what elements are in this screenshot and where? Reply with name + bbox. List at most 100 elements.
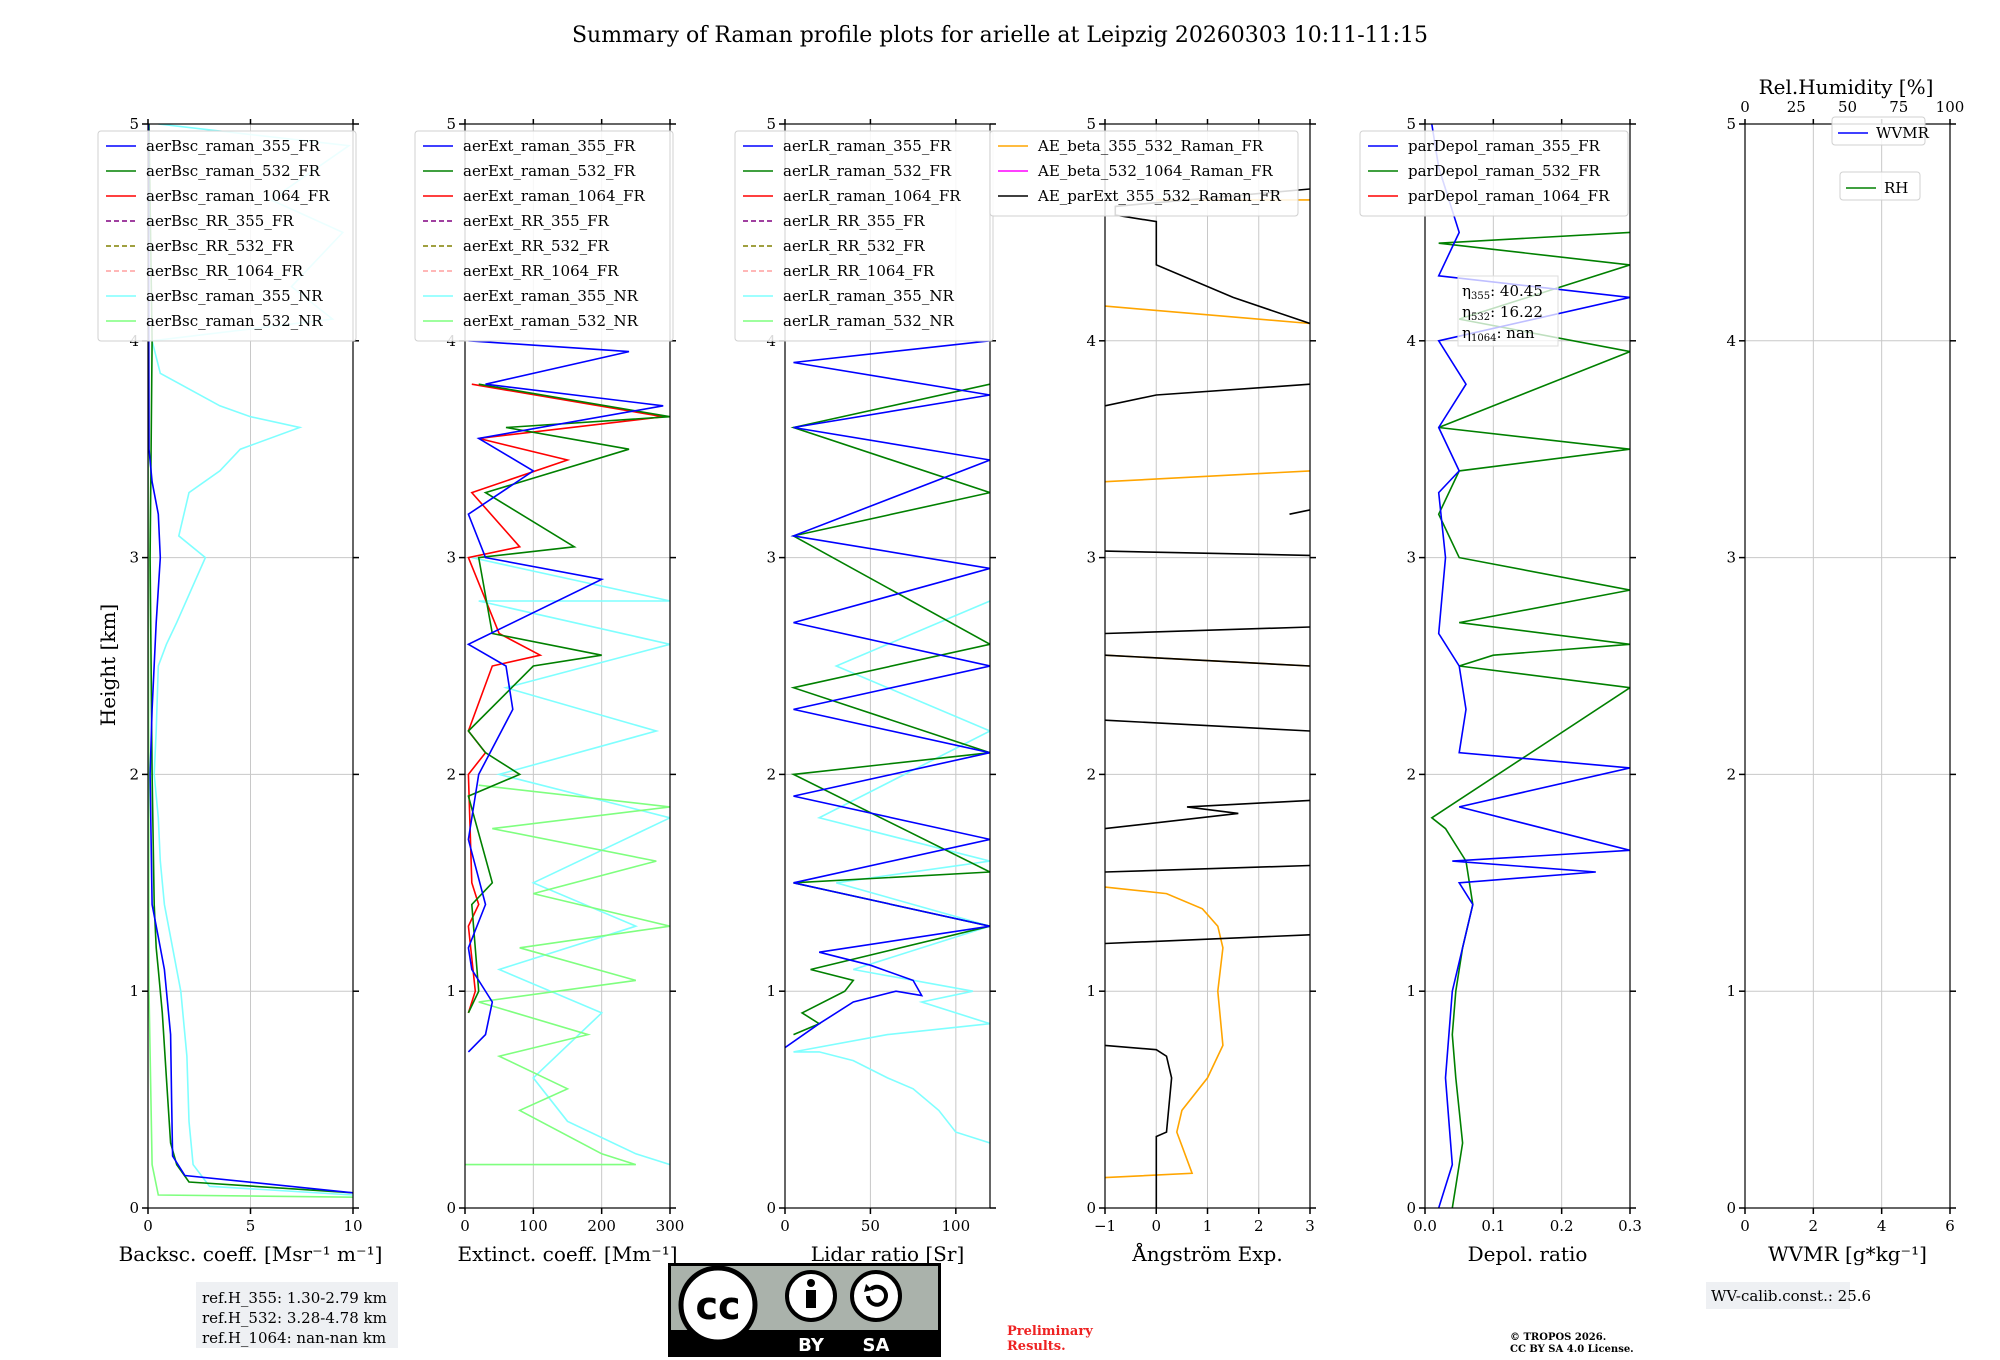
series-AE_parExt_355_532_Raman_FR_f bbox=[1105, 654, 1310, 667]
legend-label: parDepol_raman_532_FR bbox=[1408, 162, 1601, 180]
xtick-label: 10 bbox=[343, 1217, 362, 1235]
refh-1064: ref.H_1064: nan-nan km bbox=[202, 1329, 386, 1347]
refh-355: ref.H_355: 1.30-2.79 km bbox=[202, 1289, 387, 1307]
legend-label: AE_beta_355_532_Raman_FR bbox=[1037, 137, 1264, 155]
panels: 0123450510Backsc. coeff. [Msr⁻¹ m⁻¹]aerB… bbox=[97, 98, 1965, 1266]
ytick-label: 0 bbox=[1086, 1199, 1096, 1217]
legend-label: aerBsc_raman_532_FR bbox=[146, 162, 321, 180]
ytick-label: 2 bbox=[1086, 765, 1096, 783]
legend-label: aerLR_RR_355_FR bbox=[783, 212, 925, 230]
ytick-label: 5 bbox=[766, 115, 776, 133]
ytick-label: 3 bbox=[1086, 549, 1096, 567]
eta-532: 16.22 bbox=[1500, 303, 1543, 321]
copyright-line1: © TROPOS 2026. bbox=[1510, 1332, 1606, 1343]
rh-tick-label: 50 bbox=[1838, 98, 1857, 116]
ytick-label: 3 bbox=[446, 549, 456, 567]
legend-label: aerBsc_raman_1064_FR bbox=[146, 187, 330, 205]
legend-label: parDepol_raman_1064_FR bbox=[1408, 187, 1610, 205]
legend-label: aerLR_raman_355_NR bbox=[783, 287, 954, 305]
xtick-label: 0.3 bbox=[1618, 1217, 1642, 1235]
ytick-label: 2 bbox=[129, 765, 139, 783]
cc-text: cc bbox=[695, 1284, 740, 1328]
series-aerExt_raman_532_FR bbox=[467, 383, 670, 1014]
legend-label: aerBsc_RR_1064_FR bbox=[146, 262, 304, 280]
svg-text:η1064: nan: η1064: nan bbox=[1462, 324, 1535, 344]
legend-label: aerExt_RR_532_FR bbox=[463, 237, 610, 255]
eta-355: 40.45 bbox=[1500, 282, 1543, 300]
ytick-label: 2 bbox=[446, 765, 456, 783]
legend: parDepol_raman_355_FR parDepol_raman_532_… bbox=[1359, 130, 1629, 217]
legend-label: aerBsc_RR_355_FR bbox=[146, 212, 294, 230]
series-aerExt_raman_1064_FR bbox=[467, 383, 664, 1014]
legend-label: aerLR_RR_532_FR bbox=[783, 237, 925, 255]
legend-label: AE_parExt_355_532_Raman_FR bbox=[1037, 187, 1282, 205]
preliminary-line2: Results. bbox=[1007, 1339, 1066, 1354]
xtick-label: 4 bbox=[1877, 1217, 1887, 1235]
legend-label: aerExt_raman_532_NR bbox=[463, 312, 639, 330]
ytick-label: 5 bbox=[1406, 115, 1416, 133]
rh-tick-label: 25 bbox=[1787, 98, 1806, 116]
ytick-label: 5 bbox=[446, 115, 456, 133]
legend-label: aerExt_raman_532_FR bbox=[463, 162, 636, 180]
legend-label: aerLR_raman_1064_FR bbox=[783, 187, 961, 205]
legend-label: aerExt_raman_1064_FR bbox=[463, 187, 645, 205]
ytick-label: 1 bbox=[1406, 982, 1416, 1000]
legend-label: aerBsc_raman_355_FR bbox=[146, 137, 321, 155]
xtick-label: 2 bbox=[1809, 1217, 1819, 1235]
preliminary-line1: Preliminary bbox=[1007, 1324, 1093, 1339]
legend-frame bbox=[734, 130, 994, 342]
xtick-label: 0 bbox=[143, 1217, 153, 1235]
reference-heights-box: ref.H_355: 1.30-2.79 km ref.H_532: 3.28-… bbox=[196, 1282, 398, 1348]
ytick-label: 2 bbox=[1406, 765, 1416, 783]
ytick-label: 4 bbox=[1726, 332, 1736, 350]
legend-label: aerExt_raman_355_FR bbox=[463, 137, 636, 155]
legend: aerLR_raman_355_FR aerLR_raman_532_FR aerL… bbox=[734, 130, 994, 342]
x-axis-label: WVMR [g*kg⁻¹] bbox=[1768, 1242, 1927, 1266]
series-AE_beta_355_532_Raman_FR_upper2 bbox=[1105, 305, 1310, 325]
xtick-label: 0 bbox=[1740, 1217, 1750, 1235]
y-axis-label: Height [km] bbox=[96, 604, 120, 726]
xtick-label: 200 bbox=[587, 1217, 616, 1235]
xtick-label: 50 bbox=[861, 1217, 880, 1235]
x-axis-label: Extinct. coeff. [Mm⁻¹] bbox=[457, 1242, 677, 1266]
xtick-label: 0.0 bbox=[1413, 1217, 1437, 1235]
ytick-label: 0 bbox=[129, 1199, 139, 1217]
eta-box: η355: 40.45 η532: 16.22 η1064: nan bbox=[1457, 275, 1559, 347]
xtick-label: 2 bbox=[1254, 1217, 1264, 1235]
legend-label: WVMR bbox=[1876, 124, 1930, 142]
ytick-label: 4 bbox=[1406, 332, 1416, 350]
ytick-label: 0 bbox=[446, 1199, 456, 1217]
x-axis-label: Ångström Exp. bbox=[1131, 1241, 1282, 1266]
ytick-label: 1 bbox=[766, 982, 776, 1000]
ytick-label: 5 bbox=[1726, 115, 1736, 133]
panel-ext: 0123450100200300Extinct. coeff. [Mm⁻¹]ae… bbox=[414, 115, 685, 1266]
xtick-label: 0 bbox=[1151, 1217, 1161, 1235]
legend: WVMR RH bbox=[1831, 116, 1930, 201]
legend-frame bbox=[414, 130, 674, 342]
xtick-label: 300 bbox=[656, 1217, 685, 1235]
ytick-label: 0 bbox=[1406, 1199, 1416, 1217]
x-axis-label: Backsc. coeff. [Msr⁻¹ m⁻¹] bbox=[119, 1242, 383, 1266]
legend-label: aerExt_raman_355_NR bbox=[463, 287, 639, 305]
by-label: BY bbox=[798, 1335, 825, 1356]
panel-lr: 012345050100Lidar ratio [Sr]aerLR_raman_… bbox=[734, 115, 996, 1266]
ytick-label: 1 bbox=[1726, 982, 1736, 1000]
rh-tick-label: 100 bbox=[1936, 98, 1965, 116]
legend: AE_beta_355_532_Raman_FR AE_beta_532_1064… bbox=[989, 130, 1299, 217]
xtick-label: −1 bbox=[1094, 1217, 1116, 1235]
sa-label: SA bbox=[863, 1335, 890, 1356]
chart-title: Summary of Raman profile plots for ariel… bbox=[572, 23, 1428, 48]
series-group bbox=[785, 340, 990, 1144]
series-group bbox=[465, 340, 670, 1166]
ytick-label: 5 bbox=[129, 115, 139, 133]
copyright-line2: CC BY SA 4.0 License. bbox=[1510, 1344, 1634, 1355]
legend-label: AE_beta_532_1064_Raman_FR bbox=[1037, 162, 1273, 180]
ytick-label: 0 bbox=[766, 1199, 776, 1217]
ytick-label: 3 bbox=[766, 549, 776, 567]
series-AE_parExt_355_532_Raman_FR_e bbox=[1105, 719, 1310, 732]
series-aerBsc_raman_355_FR bbox=[148, 124, 353, 1194]
x-axis-label: Depol. ratio bbox=[1468, 1242, 1588, 1266]
legend-frame bbox=[989, 130, 1299, 217]
series-AE_parExt_355_532_Raman_FR_b bbox=[1105, 934, 1310, 945]
